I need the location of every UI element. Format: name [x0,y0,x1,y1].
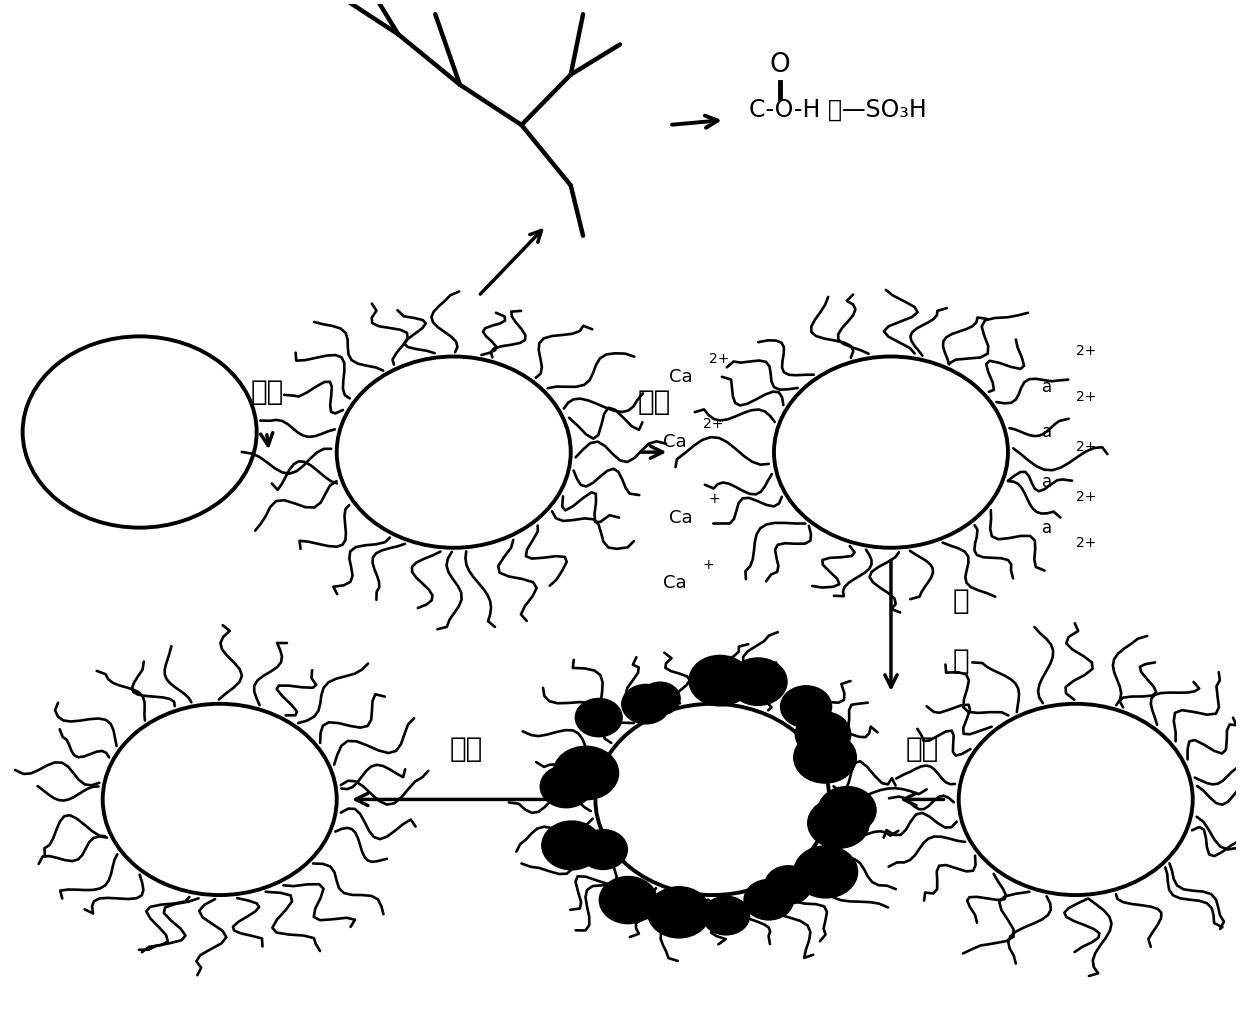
Text: 晶: 晶 [952,647,970,675]
Text: 修饰: 修饰 [252,378,284,406]
Circle shape [541,765,591,808]
Circle shape [744,880,794,920]
Text: 2+: 2+ [1076,390,1096,404]
Text: +: + [709,492,720,506]
Text: 结: 结 [952,587,970,615]
Text: 2+: 2+ [703,417,723,431]
Text: 2+: 2+ [1076,441,1096,454]
Circle shape [621,684,670,724]
Text: 2+: 2+ [1076,344,1096,358]
Circle shape [794,732,857,783]
Text: 吸附: 吸附 [637,388,671,416]
Text: Ca: Ca [670,509,693,527]
Text: C-O-H 或—SO₃H: C-O-H 或—SO₃H [749,97,928,122]
Text: a: a [1043,519,1053,537]
Text: 洗脱: 洗脱 [449,735,482,763]
Circle shape [765,866,812,904]
Circle shape [795,712,851,757]
Circle shape [647,887,711,938]
Circle shape [575,698,622,737]
Circle shape [599,877,657,924]
Text: 2+: 2+ [1076,536,1096,550]
Circle shape [542,821,601,870]
Text: +: + [703,558,714,571]
Text: a: a [1043,378,1053,396]
Circle shape [640,682,681,716]
Text: 2+: 2+ [1076,490,1096,504]
Circle shape [702,896,750,935]
Circle shape [780,686,832,728]
Text: a: a [1043,423,1053,441]
Circle shape [818,787,877,834]
Text: a: a [1043,473,1053,491]
Circle shape [807,798,869,849]
Text: 生长: 生长 [905,735,939,763]
Circle shape [579,829,627,870]
Circle shape [729,658,787,705]
Text: Ca: Ca [670,367,693,386]
Text: Ca: Ca [663,574,687,592]
Text: Ca: Ca [663,433,687,451]
Text: 2+: 2+ [709,351,729,365]
Circle shape [794,845,858,898]
Circle shape [689,656,750,705]
Text: O: O [770,52,790,77]
Circle shape [553,746,619,800]
